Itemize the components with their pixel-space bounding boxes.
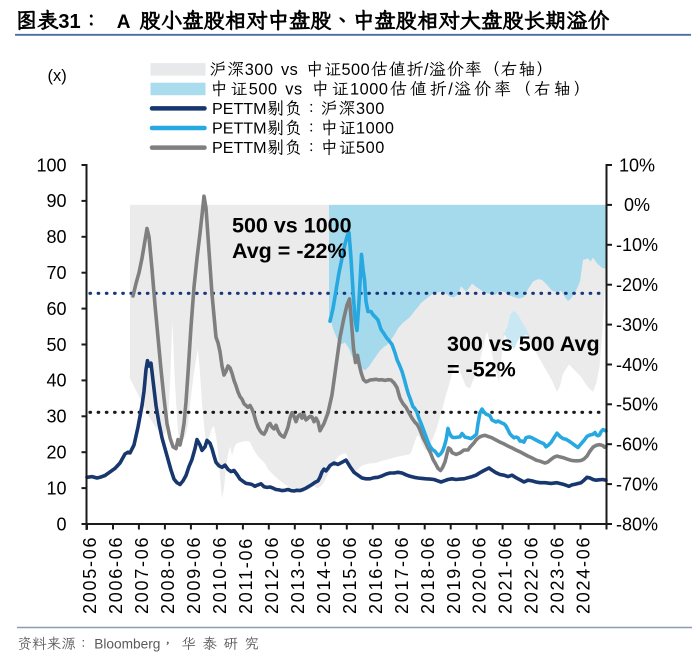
svg-text:10%: 10% [619, 155, 655, 175]
svg-text:1000: 1000 [350, 81, 388, 99]
svg-text:(x): (x) [48, 67, 67, 85]
svg-text:2017-06: 2017-06 [392, 536, 412, 614]
svg-text:31: 31 [58, 11, 80, 33]
svg-text:50: 50 [46, 335, 66, 355]
svg-text:vs: vs [285, 81, 302, 99]
svg-text:/: / [424, 61, 429, 79]
svg-text:20: 20 [46, 443, 66, 463]
svg-text:10: 10 [46, 478, 66, 498]
svg-text:2023-06: 2023-06 [548, 536, 568, 614]
svg-text:Avg = -22%: Avg = -22% [232, 239, 347, 263]
svg-text:0: 0 [56, 514, 66, 534]
svg-text:2009-06: 2009-06 [184, 536, 204, 614]
svg-text:1000: 1000 [356, 120, 394, 138]
svg-text:-50%: -50% [616, 395, 658, 415]
svg-text:500: 500 [341, 61, 370, 79]
svg-text:90: 90 [46, 191, 66, 211]
svg-text:2020-06: 2020-06 [470, 536, 490, 614]
svg-text:-30%: -30% [616, 315, 658, 335]
svg-text:vs: vs [281, 61, 298, 79]
svg-text:2005-06: 2005-06 [80, 536, 100, 614]
svg-text:300: 300 [356, 100, 385, 118]
svg-text:0%: 0% [624, 195, 650, 215]
svg-text:30: 30 [46, 407, 66, 427]
svg-text:-70%: -70% [616, 474, 658, 494]
svg-text:300: 300 [245, 61, 274, 79]
svg-text:2019-06: 2019-06 [444, 536, 464, 614]
svg-text:-10%: -10% [616, 235, 658, 255]
svg-text:500: 500 [249, 81, 278, 99]
svg-text:2018-06: 2018-06 [418, 536, 438, 614]
svg-text:2007-06: 2007-06 [132, 536, 152, 614]
svg-text:2013-06: 2013-06 [288, 536, 308, 614]
svg-text:2015-06: 2015-06 [340, 536, 360, 614]
svg-text:PETTM: PETTM [212, 139, 267, 157]
svg-text:2021-06: 2021-06 [496, 536, 516, 614]
svg-text:300 vs 500 Avg: 300 vs 500 Avg [447, 332, 600, 356]
svg-text:500: 500 [356, 139, 385, 157]
svg-text:2012-06: 2012-06 [262, 536, 282, 614]
svg-text:500 vs 1000: 500 vs 1000 [232, 214, 352, 238]
svg-text:-20%: -20% [616, 275, 658, 295]
svg-text:70: 70 [46, 263, 66, 283]
svg-text:60: 60 [46, 299, 66, 319]
svg-text:2011-06: 2011-06 [236, 537, 256, 614]
svg-text:-60%: -60% [616, 435, 658, 455]
svg-text:Bloomberg: Bloomberg [94, 637, 160, 652]
svg-text:/: / [448, 81, 453, 99]
svg-text:2024-06: 2024-06 [574, 536, 594, 614]
svg-text:A: A [117, 12, 131, 33]
svg-text:80: 80 [46, 227, 66, 247]
svg-text:-40%: -40% [616, 355, 658, 375]
svg-text:2006-06: 2006-06 [106, 536, 126, 614]
svg-text:= -52%: = -52% [447, 357, 516, 381]
svg-text:2010-06: 2010-06 [210, 536, 230, 614]
svg-text:-80%: -80% [616, 514, 658, 534]
svg-text:100: 100 [36, 155, 66, 175]
svg-text:2016-06: 2016-06 [366, 536, 386, 614]
svg-text:2008-06: 2008-06 [158, 536, 178, 614]
svg-text:PETTM: PETTM [212, 100, 267, 118]
svg-text:2014-06: 2014-06 [314, 536, 334, 614]
svg-text:40: 40 [46, 371, 66, 391]
svg-text:2022-06: 2022-06 [522, 536, 542, 614]
svg-text:PETTM: PETTM [212, 120, 267, 138]
